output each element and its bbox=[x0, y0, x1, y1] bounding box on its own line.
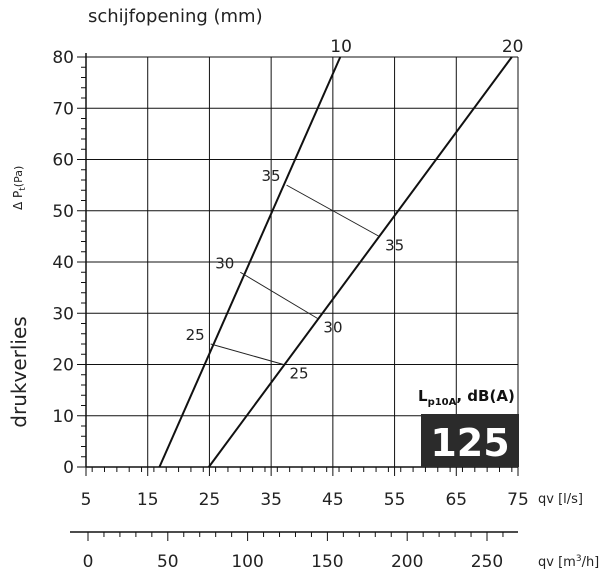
x-tick-label-ls: 25 bbox=[199, 490, 221, 510]
noise-label-left: 30 bbox=[215, 254, 234, 272]
x-axis-ls: 5 15 25 35 45 55 65 75 qv [l/s] bbox=[81, 466, 583, 510]
noise-line bbox=[286, 184, 380, 237]
y-tick-label: 40 bbox=[52, 253, 74, 273]
y-tick-label: 60 bbox=[52, 151, 74, 171]
y-tick-label: 0 bbox=[63, 458, 74, 478]
x-tick-label-m3h: 50 bbox=[157, 552, 179, 572]
x-tick-label-m3h: 100 bbox=[231, 552, 263, 572]
y-tick-label: 10 bbox=[52, 407, 74, 427]
noise-line bbox=[210, 343, 284, 365]
x-tick-label-ls: 45 bbox=[322, 490, 344, 510]
x-tick-label-ls: 15 bbox=[137, 490, 159, 510]
badge-label-main: L bbox=[418, 387, 428, 405]
svg-text:Δ Pt(Pa): Δ Pt(Pa) bbox=[11, 166, 28, 210]
series-line-10 bbox=[158, 56, 342, 468]
series-label-20: 20 bbox=[502, 37, 524, 57]
x-tick-label-m3h: 150 bbox=[311, 552, 343, 572]
y-tick-label: 70 bbox=[52, 99, 74, 119]
sound-level-badge: Lp10A, dB(A) 125 bbox=[418, 387, 519, 467]
x-tick-label-m3h: 0 bbox=[83, 552, 94, 572]
x-tick-label-ls: 35 bbox=[260, 490, 282, 510]
grid bbox=[85, 56, 519, 468]
x-tick-label-ls: 55 bbox=[384, 490, 406, 510]
y-tick-label: 50 bbox=[52, 202, 74, 222]
y-tick-label: 80 bbox=[52, 48, 74, 68]
x-axis-m3h: 0 50 100 150 200 250 qv [m3/h] bbox=[70, 531, 599, 572]
y-axis-symbol-sub: t bbox=[18, 187, 28, 191]
x-axis-label-m3h: qv [m3/h] bbox=[538, 554, 599, 570]
badge-label: Lp10A, dB(A) bbox=[418, 387, 515, 408]
y-axis-symbol-delta: Δ P bbox=[11, 191, 25, 210]
x-tick-label-m3h: 250 bbox=[471, 552, 503, 572]
x-tick-label-ls: 65 bbox=[445, 490, 467, 510]
noise-label-right: 25 bbox=[289, 365, 308, 383]
chart-title: schijfopening (mm) bbox=[88, 6, 263, 27]
noise-lines: 25 25 30 30 35 35 bbox=[186, 167, 405, 382]
noise-line bbox=[240, 271, 318, 319]
series-label-10: 10 bbox=[330, 37, 352, 57]
y-axis-label-main: drukverlies bbox=[7, 316, 31, 427]
y-axis-symbol: Δ Pt(Pa) bbox=[11, 166, 28, 210]
y-tick-label: 20 bbox=[52, 356, 74, 376]
y-tick-label: 30 bbox=[52, 304, 74, 324]
badge-label-sub: p10A bbox=[428, 397, 457, 408]
x-axis-label-ls: qv [l/s] bbox=[538, 492, 583, 507]
series-line-20 bbox=[208, 56, 513, 468]
noise-label-right: 35 bbox=[385, 236, 404, 254]
noise-label-left: 35 bbox=[261, 167, 280, 185]
x-tick-label-ls: 75 bbox=[507, 490, 529, 510]
badge-label-suffix: , dB(A) bbox=[456, 387, 514, 405]
y-axis-label: drukverlies bbox=[7, 316, 31, 427]
badge-box bbox=[421, 414, 519, 467]
badge-value: 125 bbox=[430, 421, 509, 465]
y-axis-symbol-unit: (Pa) bbox=[12, 166, 25, 187]
noise-label-left: 25 bbox=[186, 326, 205, 344]
x-tick-label-m3h: 200 bbox=[391, 552, 423, 572]
x-tick-label-ls: 5 bbox=[81, 490, 92, 510]
y-axis: 0 10 20 30 40 50 60 70 80 bbox=[52, 48, 87, 478]
noise-label-right: 30 bbox=[323, 318, 342, 336]
series-lines: 10 20 bbox=[158, 37, 524, 468]
